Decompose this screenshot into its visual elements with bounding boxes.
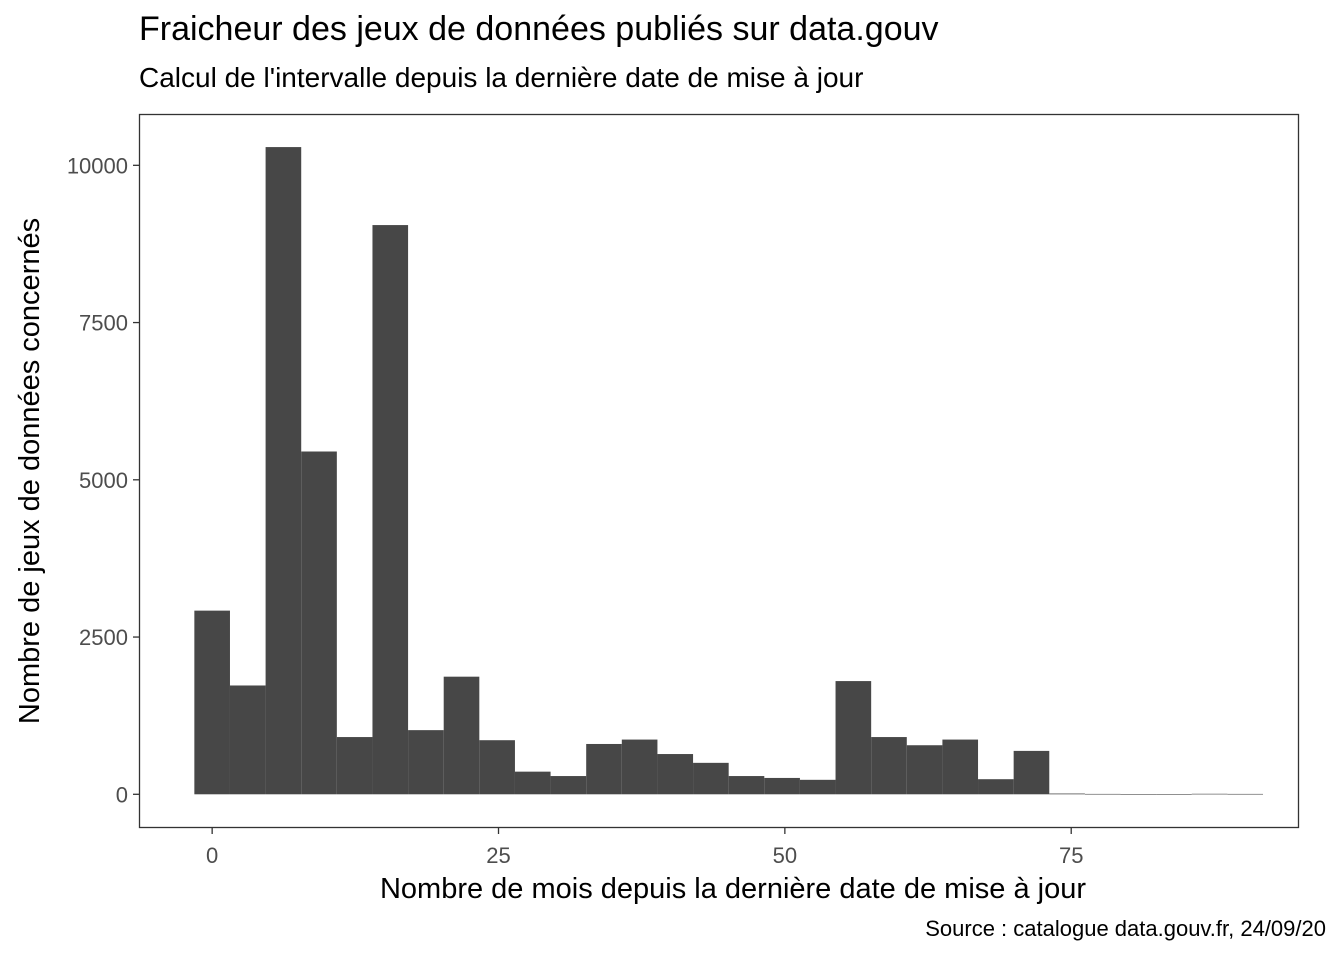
histogram-bar-25	[1084, 793, 1121, 795]
chart-title: Fraicheur des jeux de données publiés su…	[139, 10, 939, 48]
x-tick-label-75: 75	[1059, 843, 1083, 868]
histogram-bar-24	[1049, 793, 1085, 795]
histogram-bar-8	[479, 740, 515, 795]
histogram-bar-20	[906, 745, 943, 795]
y-tick-label-7500: 7500	[79, 311, 128, 336]
histogram-bar-28	[1191, 793, 1228, 795]
histogram-bar-11	[586, 743, 622, 795]
y-axis-title: Nombre de jeux de données concernés	[14, 218, 46, 724]
x-tick-label-0: 0	[206, 843, 218, 868]
histogram-bar-13	[657, 754, 694, 795]
histogram-bar-19	[871, 737, 907, 795]
y-tick-label-2500: 2500	[79, 625, 128, 650]
histogram-bar-27	[1156, 794, 1192, 795]
histogram-bar-2	[265, 147, 302, 795]
histogram-bar-16	[764, 777, 800, 795]
x-axis: 0 25 50 75	[206, 827, 1083, 868]
histogram-bar-5	[372, 225, 409, 795]
histogram-bar-12	[621, 739, 658, 795]
y-tick-label-5000: 5000	[79, 468, 128, 493]
x-tick-label-50: 50	[773, 843, 797, 868]
panel-border	[138, 113, 1300, 829]
chart-caption: Source : catalogue data.gouv.fr, 24/09/2…	[925, 916, 1326, 941]
histogram-bar-1	[229, 685, 266, 795]
histogram-bar-26	[1120, 794, 1157, 795]
histogram-bar-14	[693, 762, 729, 795]
bars-group	[194, 147, 1264, 795]
histogram-bar-17	[799, 779, 836, 795]
histogram-bar-4	[336, 737, 373, 795]
histogram-bar-0	[194, 610, 230, 795]
y-axis: 0 2500 5000 7500 10000	[67, 153, 140, 807]
histogram-bar-3	[301, 451, 337, 795]
histogram-bar-10	[550, 776, 587, 795]
x-tick-label-25: 25	[486, 843, 510, 868]
histogram-bar-21	[942, 739, 979, 795]
x-axis-title: Nombre de mois depuis la dernière date d…	[380, 873, 1086, 905]
y-tick-label-0: 0	[116, 782, 128, 807]
histogram-bar-9	[514, 771, 551, 795]
histogram-bar-22	[978, 779, 1014, 795]
histogram-bar-29	[1227, 793, 1264, 795]
chart-subtitle: Calcul de l'intervalle depuis la dernièr…	[139, 62, 864, 93]
histogram-bar-6	[408, 730, 444, 795]
y-tick-label-10000: 10000	[67, 153, 128, 178]
histogram-bar-18	[835, 681, 872, 795]
histogram-bar-23	[1013, 750, 1050, 795]
histogram-bar-15	[728, 776, 765, 795]
histogram-bar-7	[443, 676, 480, 795]
